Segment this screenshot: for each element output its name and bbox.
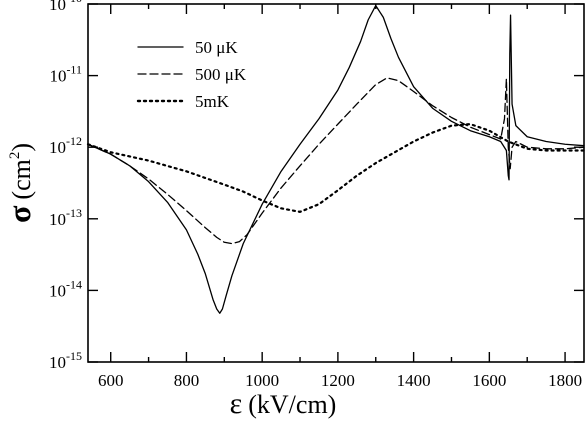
x-tick-label: 1400 (397, 371, 431, 390)
y-tick-label: 10-10 (49, 0, 82, 14)
y-tick-label: 10-11 (49, 63, 82, 86)
y-axis-ticks: 10-15 10-14 10-13 10-12 10-11 10-10 (49, 0, 584, 372)
x-tick-label: 1600 (472, 371, 506, 390)
x-axis-unit: (kV/cm) (248, 390, 336, 419)
y-tick-label: 10-12 (49, 134, 82, 157)
y-tick-label: 10-14 (49, 277, 82, 300)
y-axis-unit-close: ) (7, 143, 36, 152)
y-axis-unit-sup: 2 (7, 152, 23, 160)
x-axis-title: ε (kV/cm) (230, 387, 337, 420)
x-tick-label: 1800 (548, 371, 582, 390)
x-tick-label: 600 (98, 371, 124, 390)
legend-label-3: 5mK (195, 92, 230, 111)
y-axis-unit-open: (cm (7, 159, 36, 199)
series-line-3 (86, 123, 586, 213)
series-line-1 (87, 4, 585, 314)
legend-label-2: 500 μK (195, 65, 247, 84)
x-axis-symbol: ε (230, 387, 243, 420)
plot-frame (87, 3, 585, 363)
series-layer (86, 4, 586, 314)
x-tick-label: 800 (174, 371, 200, 390)
x-axis-ticks: 600 800 1000 1200 1400 1600 1800 (98, 4, 582, 390)
legend: 50 μK 500 μK 5mK (136, 38, 247, 111)
y-axis-symbol: σ (1, 205, 37, 223)
x-tick-label: 1200 (321, 371, 355, 390)
y-axis-title: σ (cm2) (1, 143, 37, 223)
series-line-2 (87, 77, 585, 245)
x-tick-label: 1000 (245, 371, 279, 390)
y-tick-label: 10-15 (49, 349, 82, 372)
legend-label-1: 50 μK (195, 38, 238, 57)
y-tick-label: 10-13 (49, 206, 82, 229)
